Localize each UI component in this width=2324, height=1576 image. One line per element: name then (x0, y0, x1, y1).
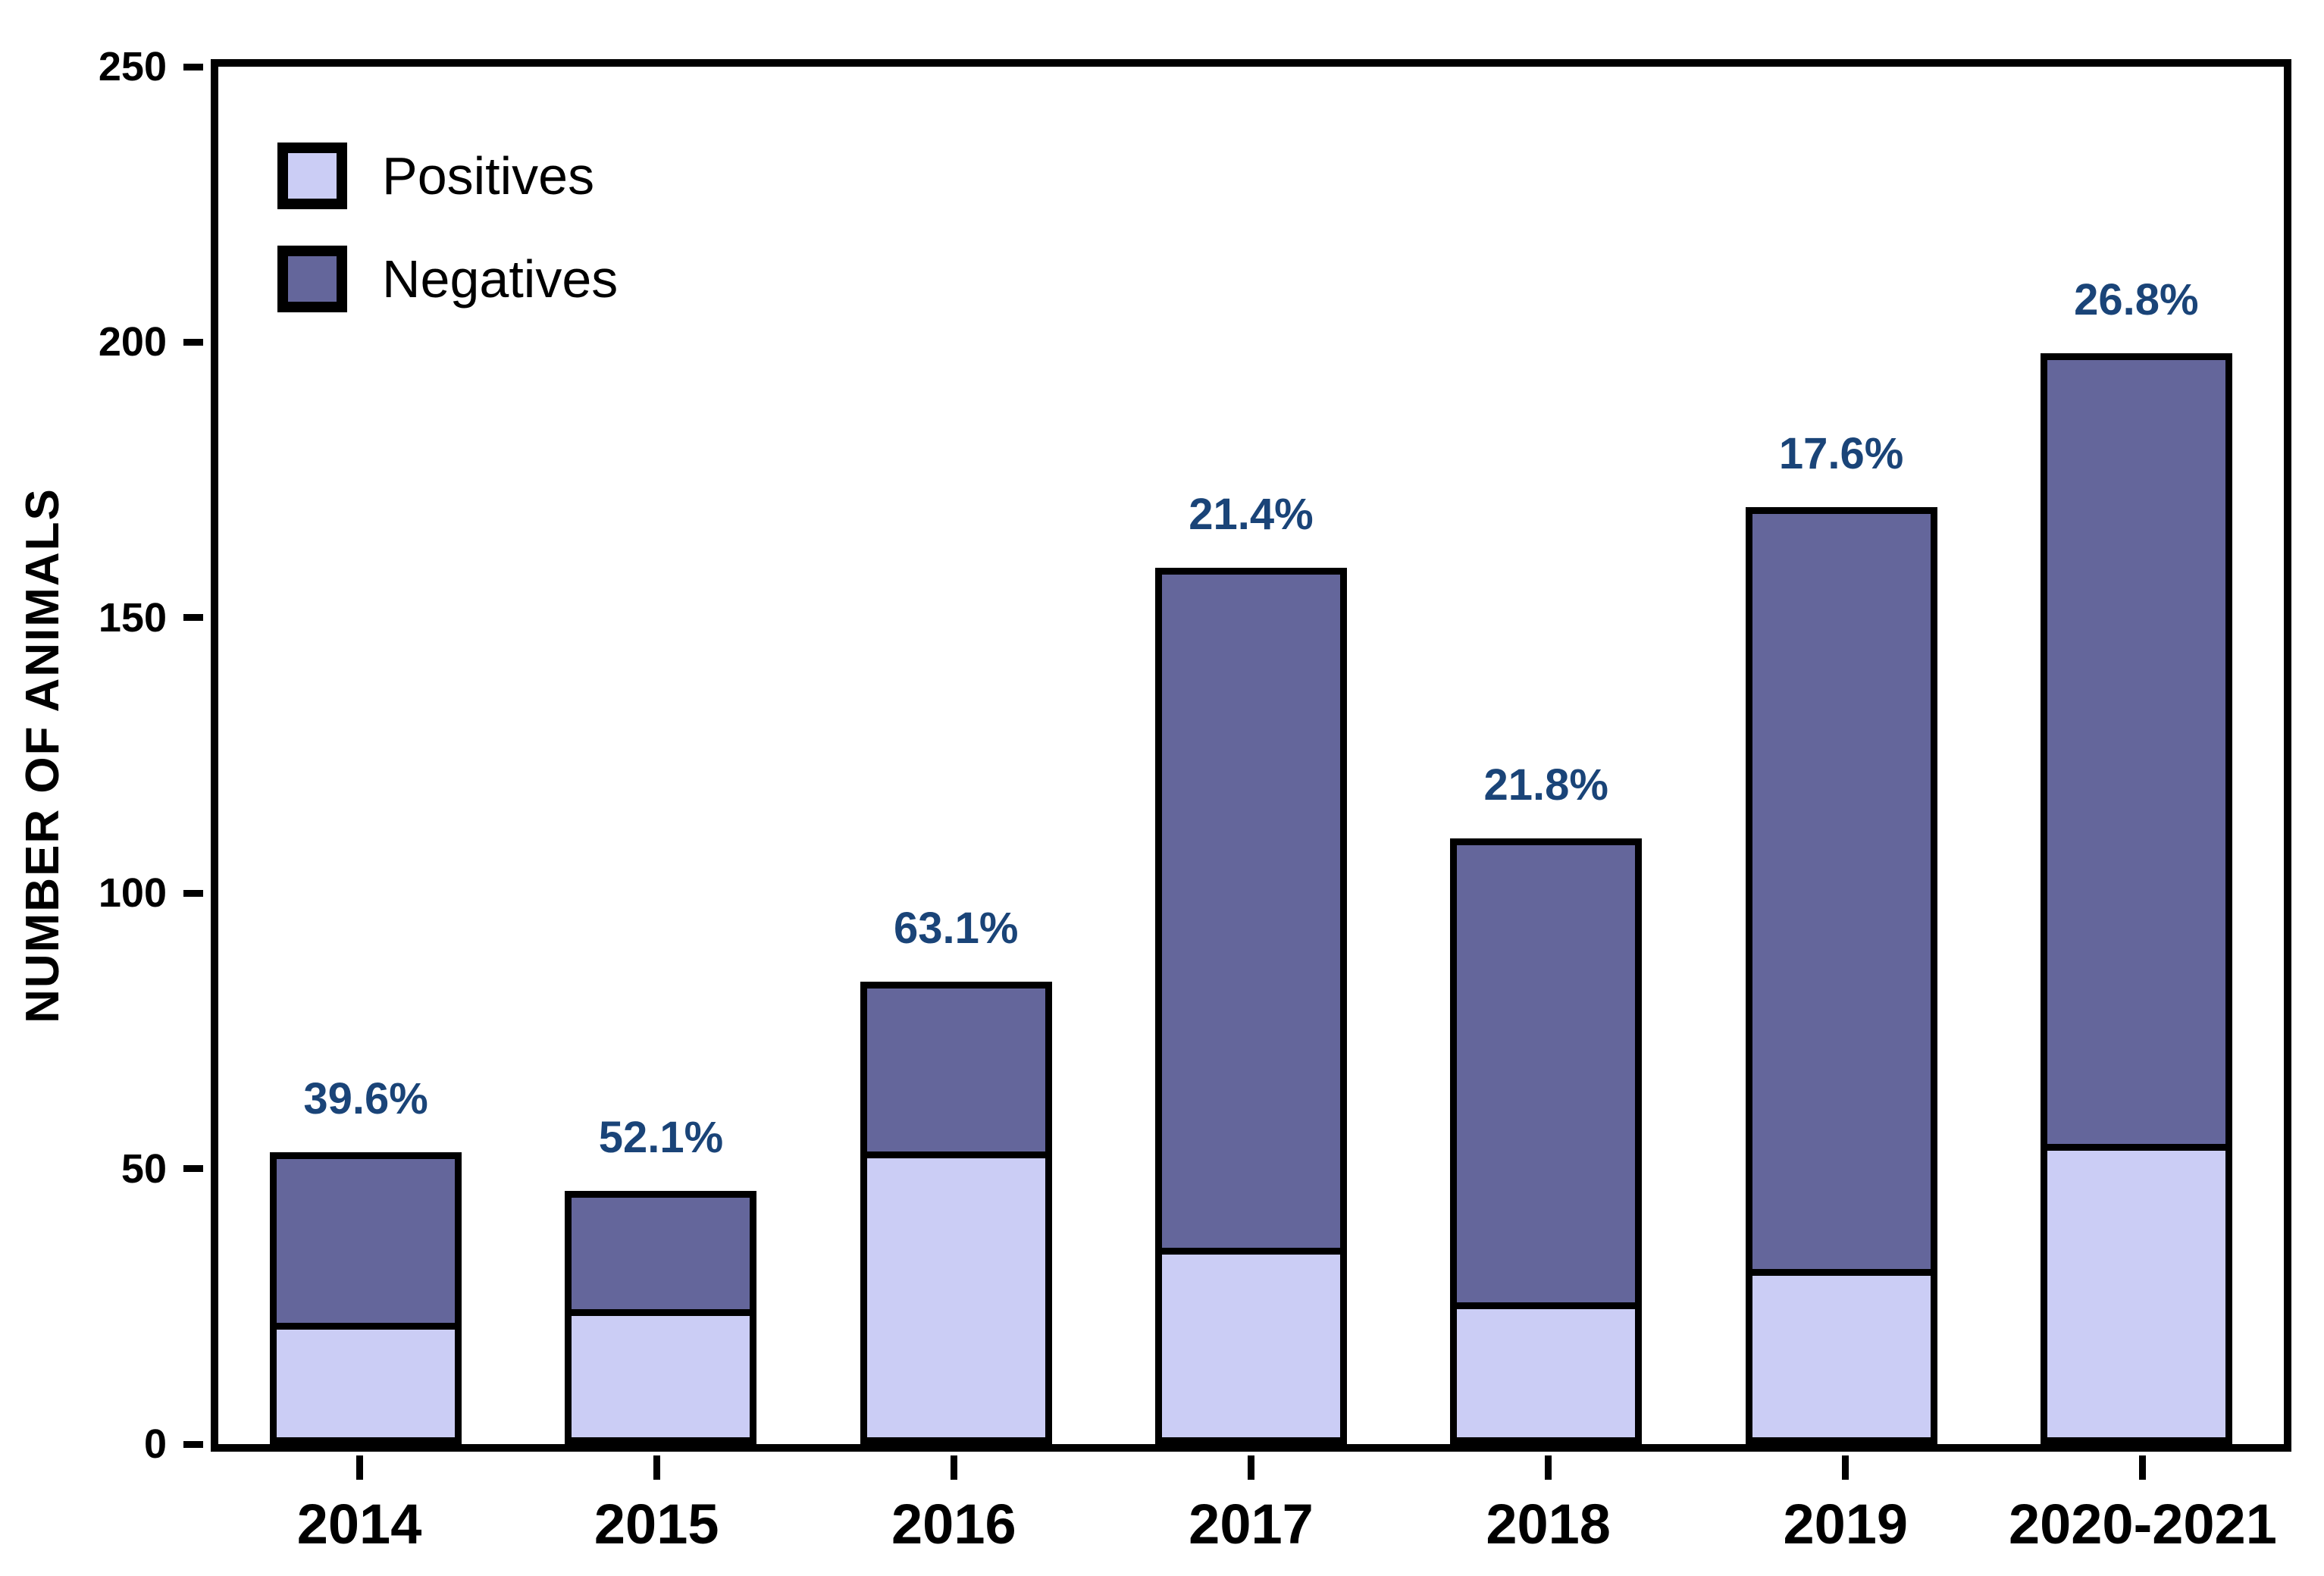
x-tick-label-2016: 2016 (891, 1493, 1016, 1556)
x-tick-mark-2019 (1842, 1455, 1849, 1480)
y-tick-label-250: 250 (98, 44, 167, 89)
x-tick-label-2018: 2018 (1486, 1493, 1611, 1556)
stacked-bar-2020-2021: 26.8% (2040, 275, 2232, 1444)
positives-segment-2014 (277, 1323, 456, 1437)
bar-slot-2017: 21.4% (1104, 67, 1398, 1444)
y-axis-title: NUMBER OF ANIMALS (16, 487, 69, 1023)
y-tick-mark-150 (183, 614, 203, 622)
negatives-segment-2020-2021 (2047, 359, 2225, 1145)
negatives-segment-2014 (277, 1158, 456, 1324)
negatives-segment-2016 (866, 988, 1045, 1151)
x-axis-cell-2014: 2014 (211, 1455, 508, 1556)
bar-slot-2015: 52.1% (513, 67, 808, 1444)
bar-slot-2016: 63.1% (809, 67, 1104, 1444)
legend-item-negatives: Negatives (277, 246, 618, 312)
x-tick-label-2015: 2015 (594, 1493, 719, 1556)
percent-label-2016: 63.1% (893, 903, 1019, 953)
y-tick-label-50: 50 (121, 1145, 167, 1192)
x-tick-mark-2016 (950, 1455, 957, 1480)
negatives-segment-2017 (1161, 575, 1340, 1248)
positives-segment-2015 (572, 1308, 750, 1437)
percent-label-2017: 21.4% (1189, 490, 1314, 540)
x-tick-label-2017: 2017 (1189, 1493, 1314, 1556)
positives-segment-2017 (1161, 1247, 1340, 1437)
x-axis-cell-2017: 2017 (1102, 1455, 1399, 1556)
positives-segment-2019 (1752, 1268, 1931, 1437)
stacked-bar-2015: 52.1% (565, 1113, 757, 1444)
x-axis-cell-2015: 2015 (508, 1455, 805, 1556)
bars-container: 39.6% 52.1% 63.1% 21.4% 21.8% 17.6% 26.8% (218, 67, 2284, 1444)
bar-slot-2019: 17.6% (1693, 67, 1988, 1444)
y-tick-label-0: 0 (143, 1421, 167, 1467)
plot-area: 0 50 100 150 200 250 39.6% 52.1% 63.1% 21.4% 21.8… (99, 44, 2291, 1467)
positives-swatch-icon (277, 143, 347, 209)
y-tick-mark-0 (183, 1440, 203, 1448)
legend: Positives Negatives (277, 143, 618, 312)
positives-segment-2016 (866, 1151, 1045, 1437)
x-tick-label-2020-2021: 2020-2021 (2008, 1493, 2277, 1556)
y-tick-label-200: 200 (98, 319, 167, 365)
positives-segment-2020-2021 (2047, 1144, 2225, 1437)
bar-slot-2018: 21.8% (1398, 67, 1693, 1444)
y-tick-label-100: 100 (98, 870, 167, 916)
legend-item-positives: Positives (277, 143, 618, 209)
x-axis-cell-2020-2021: 2020-2021 (1994, 1455, 2291, 1556)
percent-label-2014: 39.6% (303, 1073, 428, 1123)
percent-label-2019: 17.6% (1778, 429, 1904, 479)
x-tick-mark-2018 (1545, 1455, 1552, 1480)
y-tick-mark-50 (183, 1165, 203, 1173)
stacked-bar-2018: 21.8% (1450, 760, 1643, 1444)
y-tick-mark-250 (183, 63, 203, 70)
percent-label-2015: 52.1% (598, 1112, 724, 1162)
stacked-bar-2019: 17.6% (1745, 429, 1937, 1444)
x-tick-label-2019: 2019 (1783, 1493, 1909, 1556)
y-tick-mark-100 (183, 889, 203, 897)
y-tick-label-150: 150 (98, 594, 167, 641)
y-tick-mark-200 (183, 338, 203, 346)
x-axis-cell-2018: 2018 (1400, 1455, 1697, 1556)
x-axis-cell-2019: 2019 (1697, 1455, 1994, 1556)
legend-label-positives: Positives (382, 146, 595, 205)
bar-slot-2014: 39.6% (218, 67, 513, 1444)
legend-label-negatives: Negatives (382, 249, 619, 309)
stacked-bar-2017: 21.4% (1154, 490, 1347, 1444)
percent-label-2020-2021: 26.8% (2074, 274, 2199, 324)
percent-label-2018: 21.8% (1483, 760, 1608, 810)
negatives-segment-2019 (1752, 514, 1931, 1269)
positives-segment-2018 (1457, 1302, 1636, 1437)
x-tick-label-2014: 2014 (296, 1493, 422, 1556)
x-tick-mark-2015 (653, 1455, 660, 1480)
plot-inner: 0 50 100 150 200 250 39.6% 52.1% 63.1% 21.4% 21.8… (99, 44, 2284, 1467)
negatives-segment-2015 (572, 1197, 750, 1309)
x-axis: 2014 2015 2016 2017 2018 2019 2020-2021 (211, 1455, 2291, 1556)
x-tick-mark-2014 (355, 1455, 363, 1480)
x-axis-cell-2016: 2016 (805, 1455, 1102, 1556)
negatives-swatch-icon (277, 246, 347, 312)
bar-slot-2020-2021: 26.8% (1989, 67, 2284, 1444)
stacked-bar-2016: 63.1% (860, 904, 1052, 1444)
y-axis-title-wrap: NUMBER OF ANIMALS (6, 59, 79, 1452)
stacked-bar-2014: 39.6% (270, 1074, 462, 1444)
x-tick-mark-2017 (1247, 1455, 1254, 1480)
negatives-segment-2018 (1457, 844, 1636, 1303)
x-tick-mark-2020-2021 (2139, 1455, 2147, 1480)
